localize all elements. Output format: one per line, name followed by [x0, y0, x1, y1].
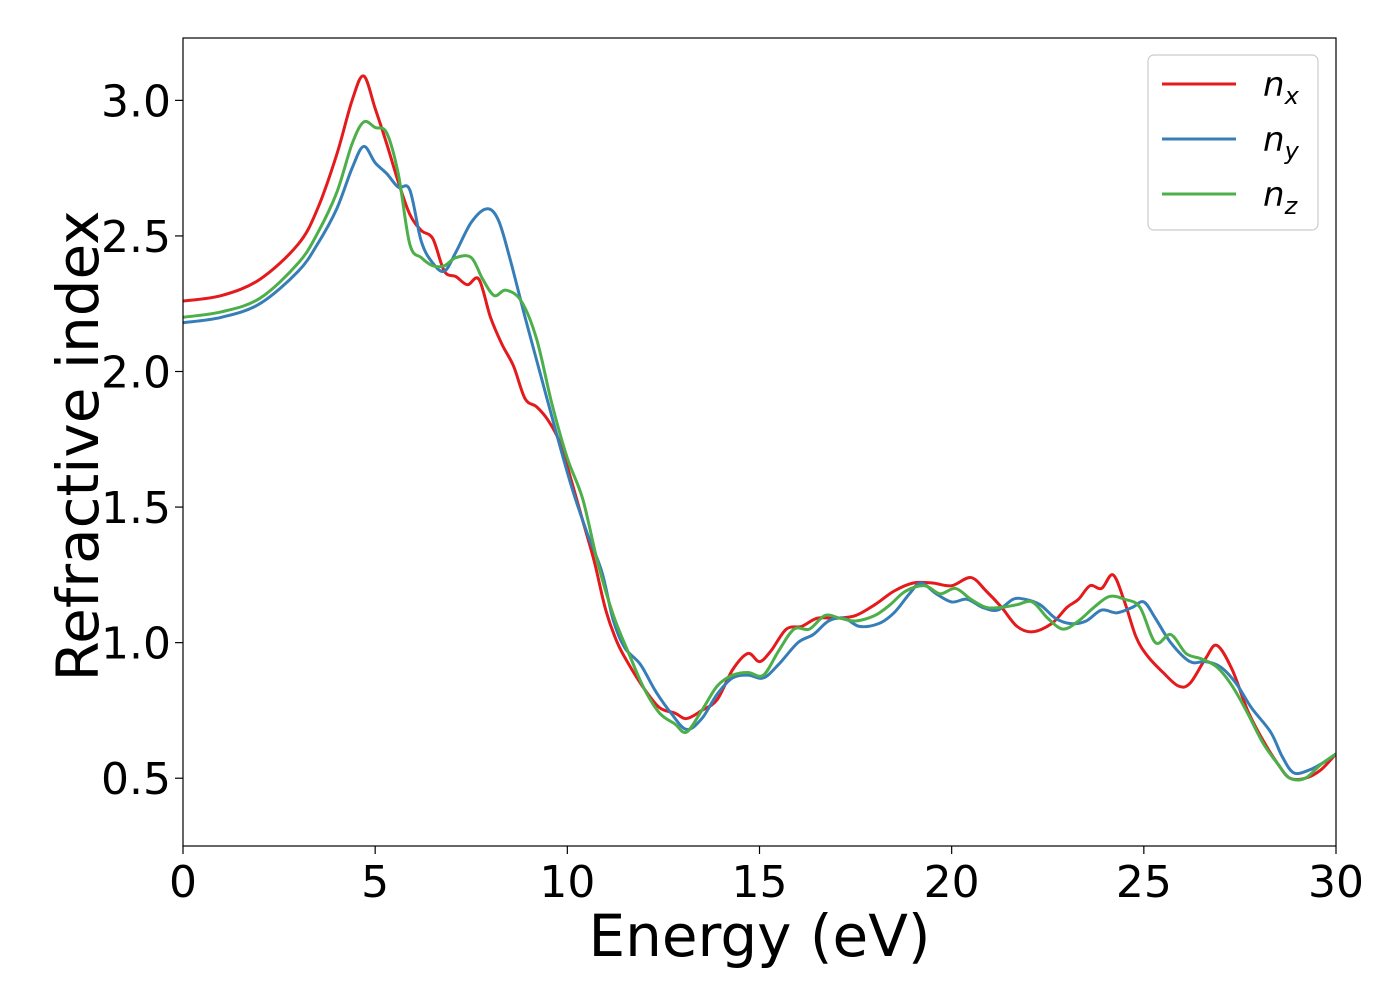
y-tick-label: 1.5: [101, 483, 171, 534]
y-axis-title: Refractive index: [44, 210, 112, 681]
series-layer: [183, 74, 1336, 782]
y-tick-label: 3.0: [101, 76, 171, 127]
y-tick-label: 1.0: [101, 619, 171, 670]
x-tick-label: 30: [1308, 857, 1364, 908]
legend-label-x: nx: [1263, 65, 1300, 110]
legend-label-y: ny: [1263, 120, 1300, 165]
x-axis-title: Energy (eV): [588, 902, 930, 970]
series-line-n-y: [183, 144, 1336, 776]
legend-box: [1147, 54, 1319, 231]
x-tick-label: 15: [732, 857, 788, 908]
ticks-layer: 0 5 10 15 20 25 30 0.5 1.0 1.5 2.0 2.5 3.0: [101, 76, 1364, 908]
y-tick-label: 2.0: [101, 348, 171, 399]
x-tick-label: 10: [539, 857, 595, 908]
y-tick-label: 0.5: [101, 754, 171, 805]
x-tick-label: 0: [169, 857, 197, 908]
legend-label-z: nz: [1263, 175, 1299, 220]
series-line-n-x: [183, 74, 1336, 782]
legend: nx ny nz: [1147, 54, 1319, 231]
y-tick-label: 2.5: [101, 212, 171, 263]
x-tick-label: 20: [924, 857, 980, 908]
x-tick-label: 25: [1116, 857, 1172, 908]
series-line-n-z: [183, 119, 1336, 782]
x-tick-label: 5: [361, 857, 389, 908]
